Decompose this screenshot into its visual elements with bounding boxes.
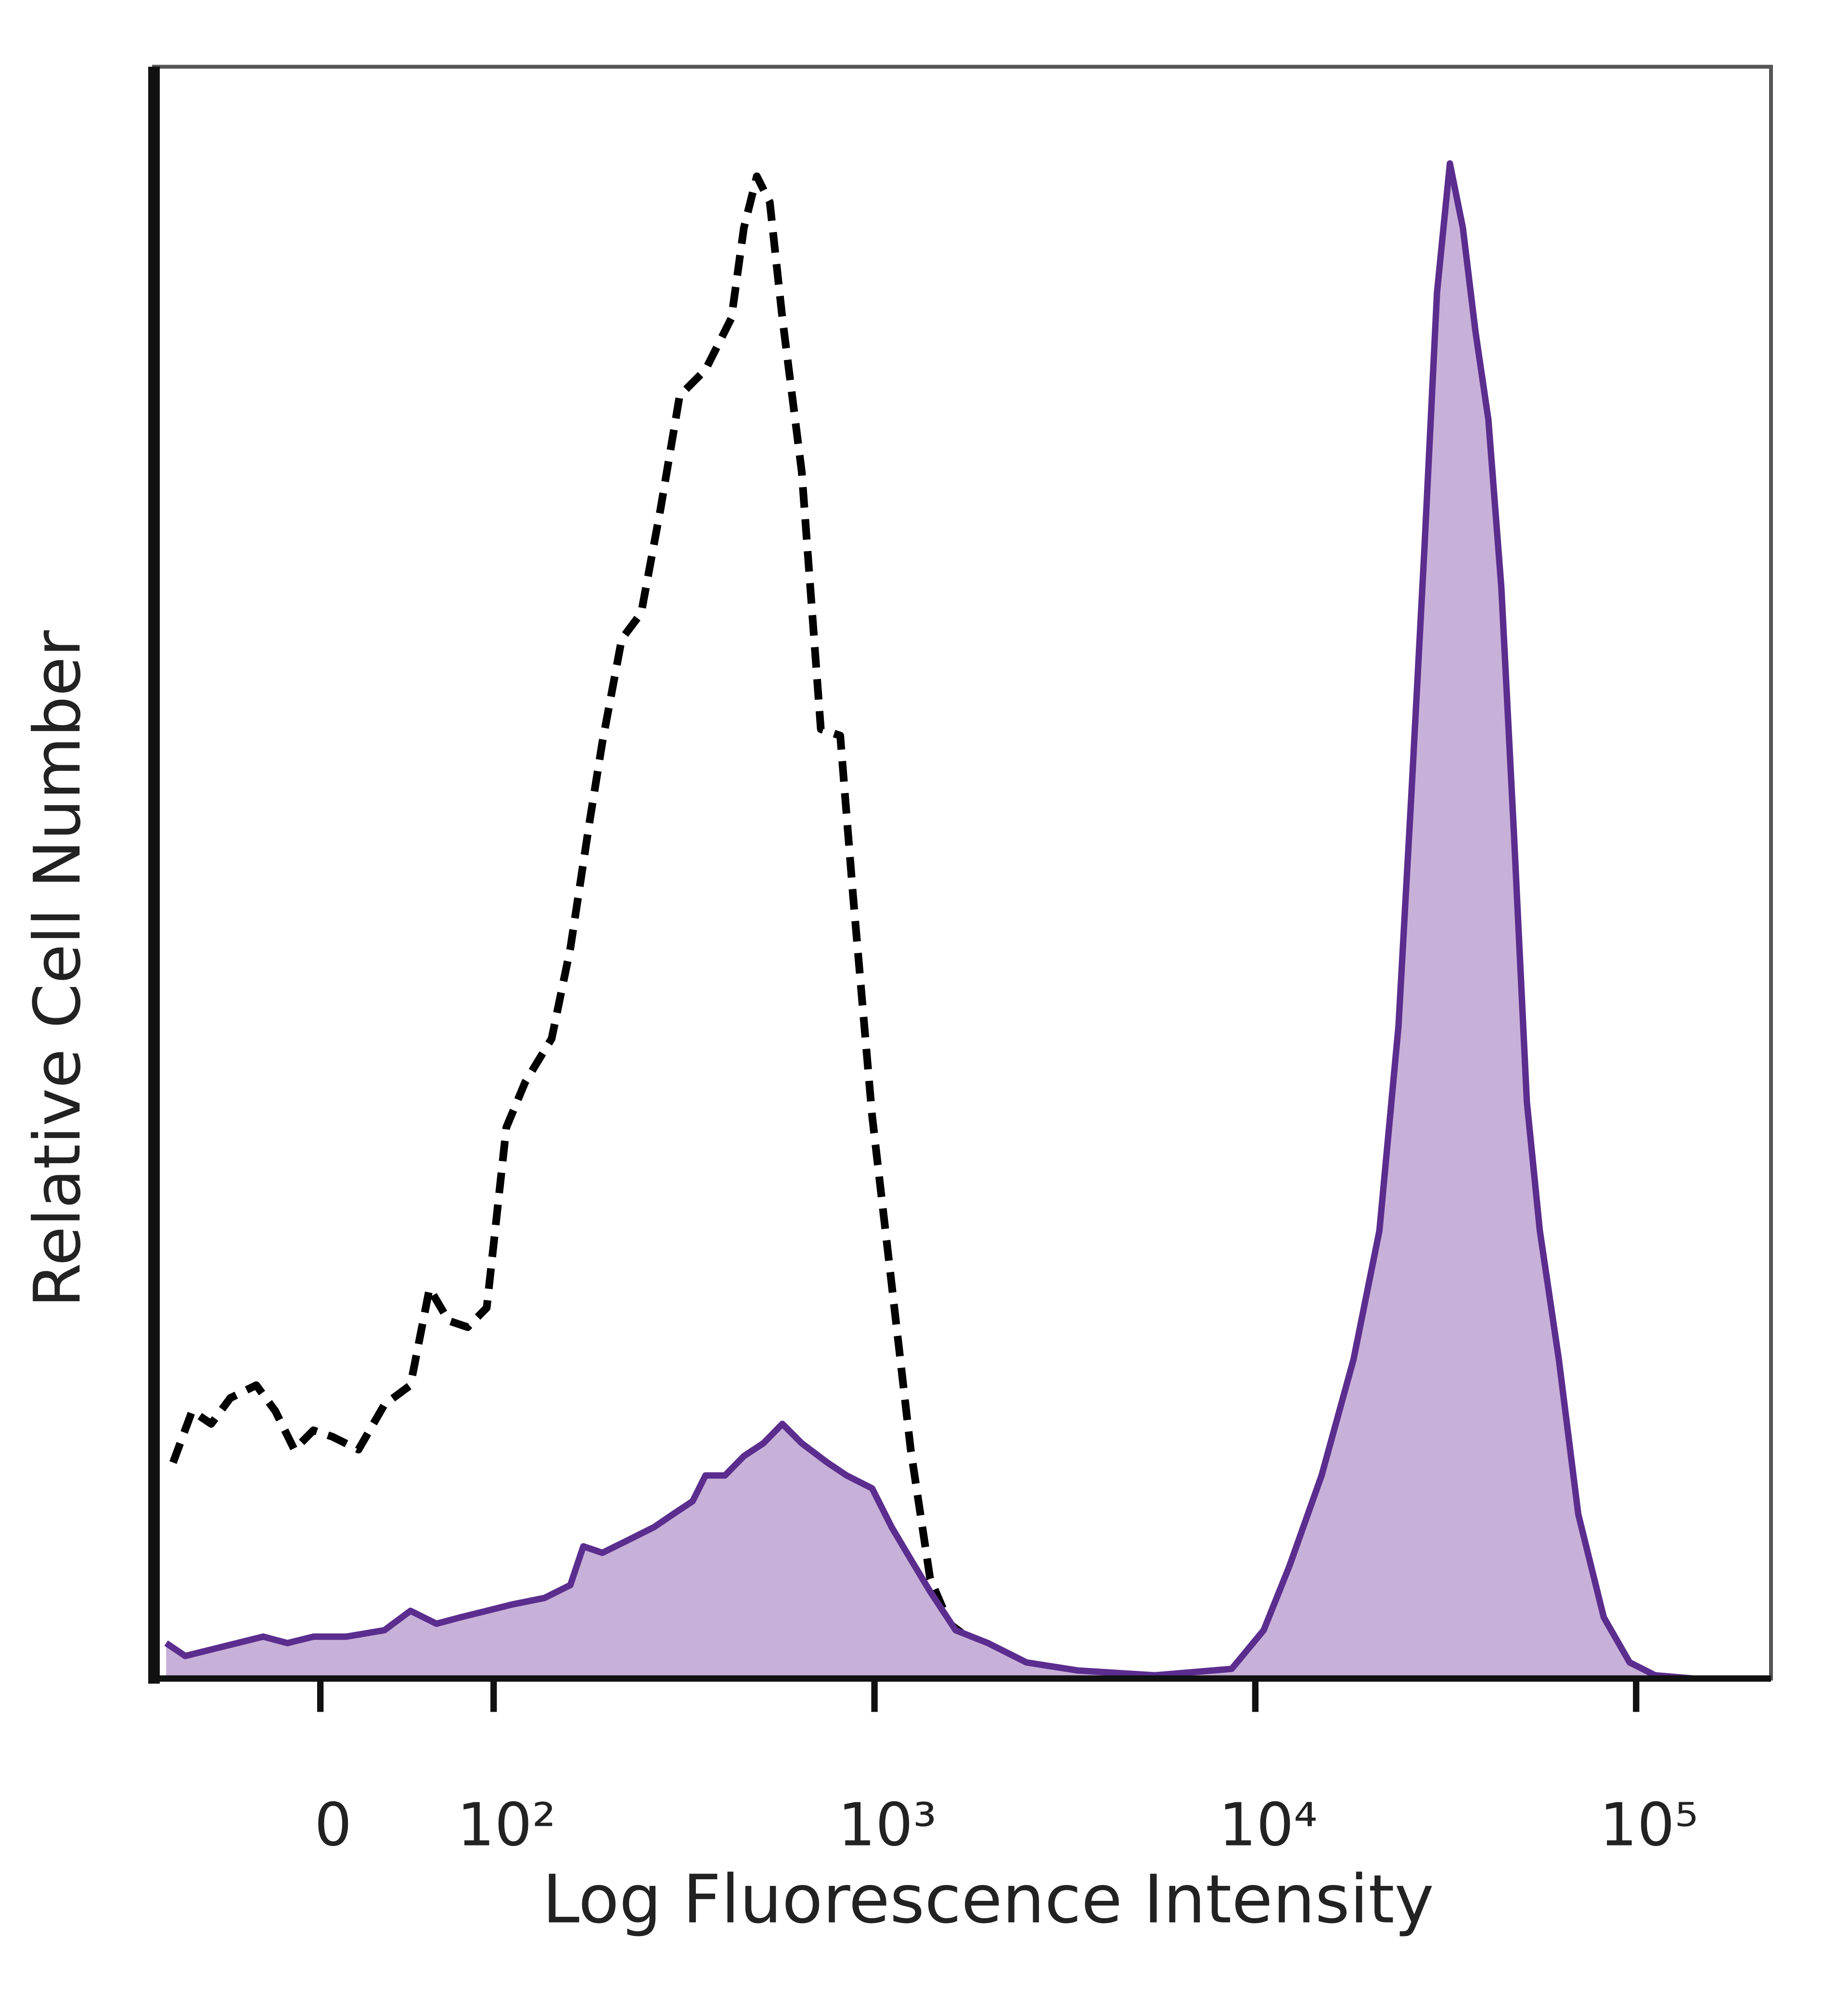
x-tick-label: 10²	[457, 1791, 556, 1859]
y-axis-label: Relative Cell Number	[20, 630, 95, 1308]
histogram-line	[169, 172, 1052, 1682]
x-axis-label: Log Fluorescence Intensity	[542, 1860, 1434, 1938]
histogram-line	[164, 160, 1694, 1682]
x-tick-label: 10⁵	[1600, 1791, 1698, 1859]
x-tick-label: 10⁴	[1219, 1791, 1317, 1859]
x-tick-label: 0	[314, 1791, 352, 1859]
x-tick-label: 10³	[838, 1791, 937, 1859]
area-fill	[166, 163, 1694, 1679]
